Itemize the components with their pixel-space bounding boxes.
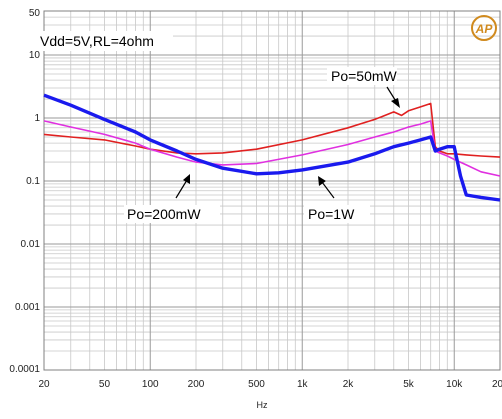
annotation-po-200mw-label: Po=200mW [127, 206, 201, 222]
annotation-po-50mw-arrowhead [391, 98, 400, 108]
annotation-po-200mw-pointer [175, 179, 188, 199]
annotation-po-200mw-box [124, 205, 220, 223]
x-tick-label: 200 [188, 379, 205, 390]
annotation-po-200mw-arrowhead [183, 174, 190, 184]
y-tick-label: 0.001 [15, 302, 40, 313]
condition-label: Vdd=5V,RL=4ohm [40, 33, 154, 49]
x-tick-label: 10k [446, 379, 463, 390]
y-tick-label: 0.0001 [9, 364, 40, 375]
y-tick-label: 0.01 [21, 239, 41, 250]
ap-logo: AP [471, 15, 497, 41]
annotation-po-1w-arrowhead [318, 176, 326, 186]
y-tick-label: 50 [29, 8, 41, 19]
x-axis-label: Hz [257, 400, 268, 410]
plot-frame [43, 10, 501, 371]
annotation-po-50mw-box [327, 67, 397, 85]
annotation-po-50mw-label: Po=50mW [331, 68, 398, 84]
x-tick-label: 500 [248, 379, 265, 390]
annotation-po-1w-box [304, 205, 370, 223]
tick-labels: 20 50 100 200 500 1k 2k 5k 10k 20k 50 10 1 0.1 0.01 0.0… [9, 8, 502, 390]
series-layer [43, 93, 501, 202]
ap-logo-ring [471, 15, 497, 41]
series-line-po-200mw [43, 120, 501, 177]
x-tick-label: 50 [99, 379, 111, 390]
x-tick-label: 2k [343, 379, 355, 390]
grid-minor [43, 10, 501, 370]
annotation-po-1w-label: Po=1W [308, 206, 355, 222]
y-tick-label: 0.1 [26, 176, 40, 187]
x-tick-label: 20k [492, 379, 502, 390]
x-tick-label: 20 [38, 379, 50, 390]
grid-major [43, 10, 501, 371]
series-line-po-1w [43, 93, 501, 202]
x-tick-label: 100 [142, 379, 159, 390]
ap-logo-text: AP [475, 22, 494, 36]
x-tick-label: 5k [403, 379, 415, 390]
annotation-po-1w: Po=1W [304, 176, 370, 223]
x-tick-label: 1k [297, 379, 309, 390]
annotation-po-200mw: Po=200mW [124, 174, 220, 223]
y-tick-label: 10 [29, 50, 41, 61]
condition-label-box [37, 31, 173, 51]
annotation-po-50mw: Po=50mW [327, 67, 400, 108]
y-tick-label: 1 [34, 113, 40, 124]
annotation-po-1w-pointer [321, 181, 335, 199]
